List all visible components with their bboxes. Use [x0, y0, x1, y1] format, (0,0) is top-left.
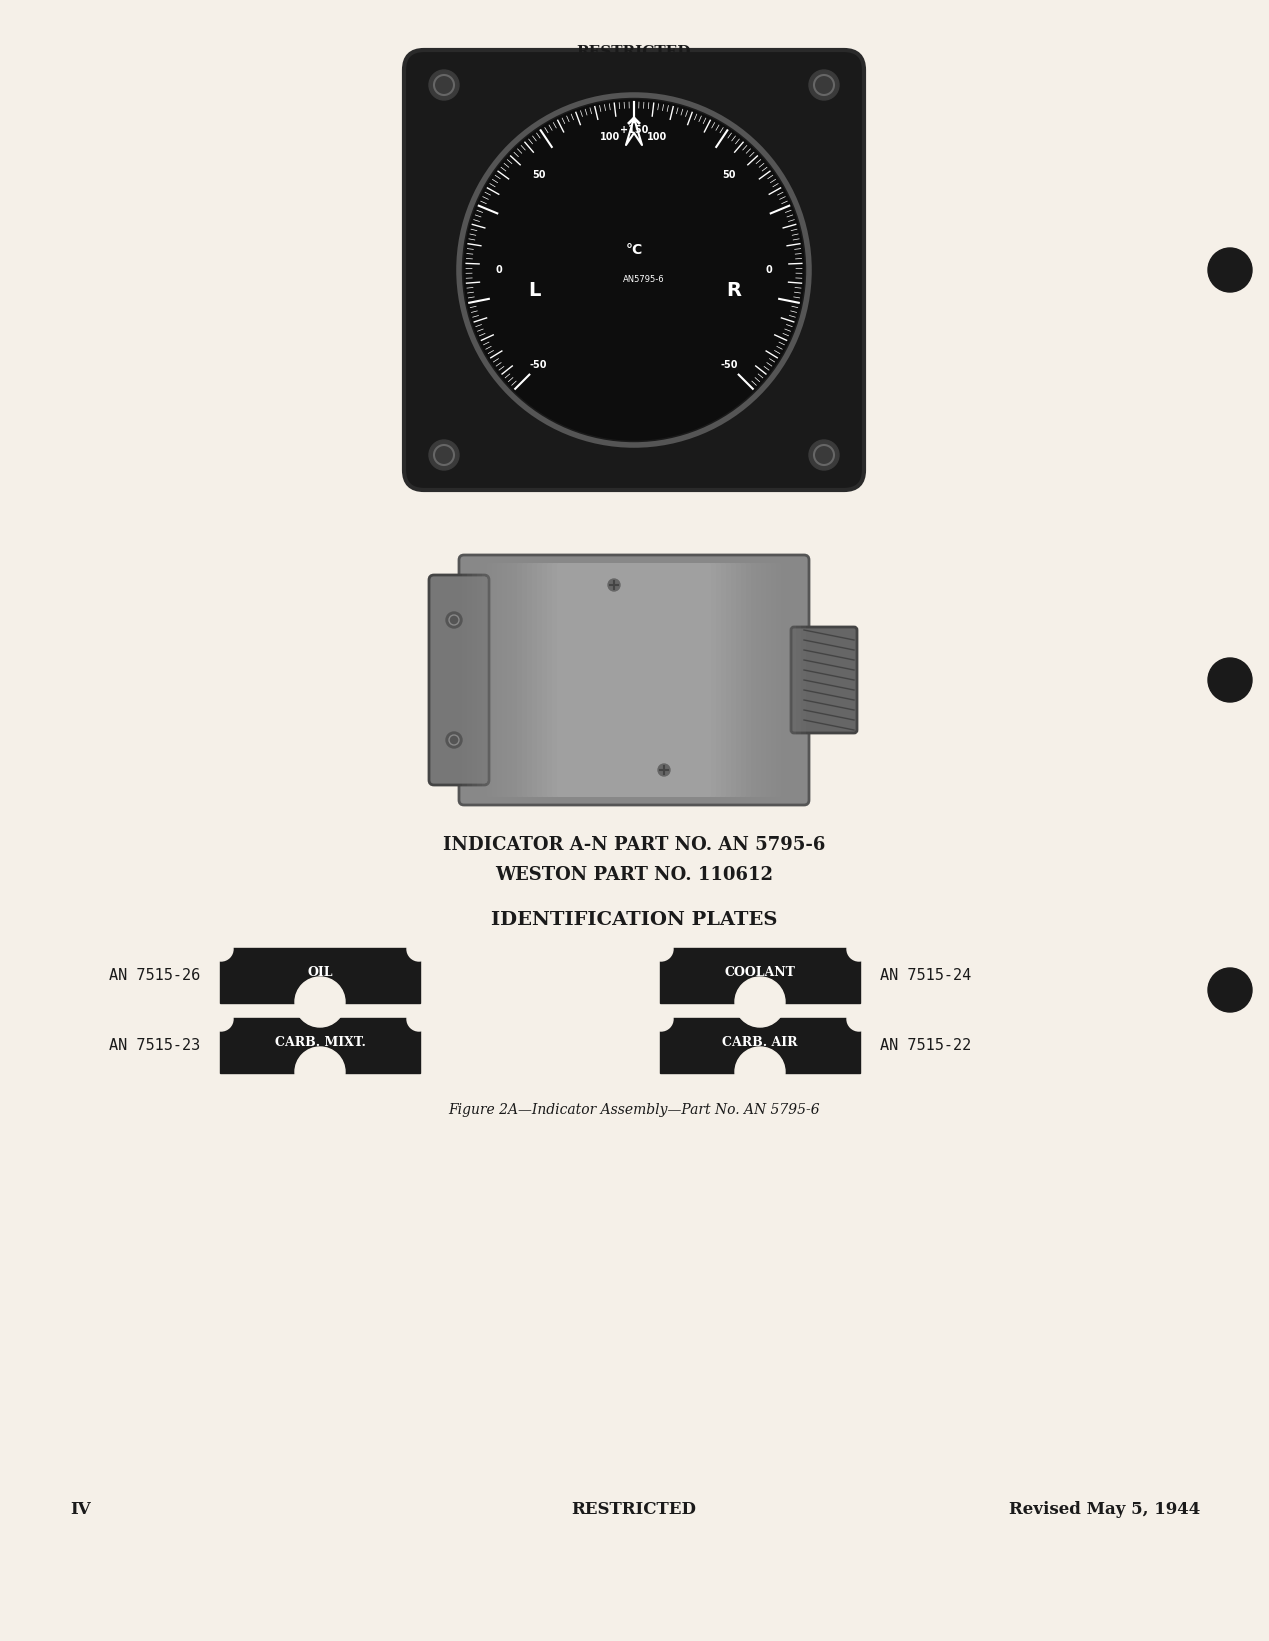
Text: -50: -50: [529, 361, 547, 371]
Text: 50: 50: [723, 169, 736, 179]
Text: Figure 2A—Indicator Assembly—Part No. AN 5795-6: Figure 2A—Indicator Assembly—Part No. AN…: [448, 1103, 820, 1118]
Circle shape: [209, 937, 233, 962]
Circle shape: [445, 732, 462, 748]
Circle shape: [810, 71, 839, 100]
Circle shape: [407, 1008, 431, 1031]
Text: IDENTIFICATION PLATES: IDENTIFICATION PLATES: [491, 911, 777, 929]
Text: AN 7515-23: AN 7515-23: [109, 1037, 201, 1052]
Text: L: L: [528, 281, 541, 300]
Circle shape: [294, 1047, 345, 1096]
Text: AN 7515-24: AN 7515-24: [879, 968, 971, 983]
Circle shape: [608, 579, 621, 591]
Circle shape: [429, 71, 459, 100]
FancyBboxPatch shape: [492, 563, 777, 798]
Text: WESTON PART NO. 110612: WESTON PART NO. 110612: [495, 866, 773, 884]
FancyBboxPatch shape: [487, 563, 780, 798]
Text: AN 7515-26: AN 7515-26: [109, 968, 201, 983]
Text: R: R: [726, 281, 741, 300]
FancyBboxPatch shape: [522, 563, 746, 798]
Circle shape: [846, 937, 871, 962]
FancyBboxPatch shape: [482, 563, 786, 798]
FancyBboxPatch shape: [557, 563, 711, 798]
Circle shape: [810, 440, 839, 469]
Text: 50: 50: [532, 169, 546, 179]
FancyBboxPatch shape: [527, 563, 741, 798]
FancyBboxPatch shape: [552, 563, 716, 798]
FancyBboxPatch shape: [429, 574, 489, 784]
Text: 100: 100: [600, 131, 621, 143]
Circle shape: [648, 1008, 673, 1031]
FancyBboxPatch shape: [542, 563, 726, 798]
FancyBboxPatch shape: [532, 563, 736, 798]
Text: RESTRICTED: RESTRICTED: [576, 44, 692, 59]
Circle shape: [1208, 658, 1253, 702]
FancyBboxPatch shape: [508, 563, 761, 798]
FancyBboxPatch shape: [503, 563, 766, 798]
FancyBboxPatch shape: [477, 563, 791, 798]
Text: COOLANT: COOLANT: [725, 965, 796, 978]
Circle shape: [294, 976, 345, 1027]
Text: OIL: OIL: [307, 965, 332, 978]
Text: AN 05-40B-12: AN 05-40B-12: [574, 66, 694, 79]
Bar: [660, 948, 860, 1003]
Text: -50: -50: [721, 361, 739, 371]
Text: 0: 0: [496, 264, 503, 276]
Circle shape: [735, 1047, 786, 1096]
Text: °C: °C: [626, 243, 642, 258]
Text: CARB. AIR: CARB. AIR: [722, 1035, 798, 1049]
Text: INDICATOR A-N PART NO. AN 5795-6: INDICATOR A-N PART NO. AN 5795-6: [443, 835, 825, 853]
Text: CARB. MIXT.: CARB. MIXT.: [274, 1035, 365, 1049]
Circle shape: [445, 612, 462, 629]
Text: +150: +150: [619, 125, 648, 135]
FancyBboxPatch shape: [404, 49, 864, 491]
Bar: [220, 1017, 420, 1073]
Circle shape: [659, 765, 670, 776]
Circle shape: [407, 937, 431, 962]
Circle shape: [735, 976, 786, 1027]
Text: AN 7515-22: AN 7515-22: [879, 1037, 971, 1052]
FancyBboxPatch shape: [791, 627, 857, 734]
Text: Revised May 5, 1944: Revised May 5, 1944: [1009, 1502, 1200, 1518]
FancyBboxPatch shape: [467, 563, 801, 798]
Circle shape: [846, 1008, 871, 1031]
Circle shape: [1208, 968, 1253, 1012]
Text: 0: 0: [765, 264, 773, 276]
Circle shape: [464, 100, 805, 440]
FancyBboxPatch shape: [459, 555, 810, 806]
Text: RESTRICTED: RESTRICTED: [571, 1502, 697, 1518]
Text: IV: IV: [70, 1502, 90, 1518]
FancyBboxPatch shape: [547, 563, 721, 798]
FancyBboxPatch shape: [511, 563, 756, 798]
FancyBboxPatch shape: [472, 563, 796, 798]
Circle shape: [1208, 248, 1253, 292]
Circle shape: [648, 937, 673, 962]
FancyBboxPatch shape: [497, 563, 772, 798]
Text: AN5795-6: AN5795-6: [623, 276, 665, 284]
Circle shape: [429, 440, 459, 469]
FancyBboxPatch shape: [516, 563, 751, 798]
FancyBboxPatch shape: [537, 563, 731, 798]
Bar: [660, 1017, 860, 1073]
Bar: [220, 948, 420, 1003]
FancyBboxPatch shape: [462, 563, 806, 798]
Circle shape: [209, 1008, 233, 1031]
Text: 100: 100: [647, 131, 667, 143]
